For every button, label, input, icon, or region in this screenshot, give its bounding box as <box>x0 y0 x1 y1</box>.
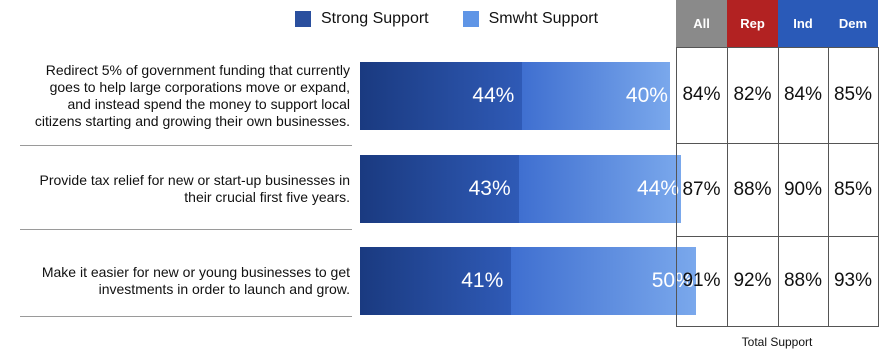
bar-strong: 43% <box>360 155 519 223</box>
legend-swatch-strong <box>295 11 311 27</box>
table-cell: 82% <box>733 84 772 105</box>
category-label: Provide tax relief for new or start-up b… <box>0 172 350 206</box>
row-divider <box>20 316 352 317</box>
row-divider <box>20 229 352 230</box>
bar-smwht: 40% <box>522 62 670 130</box>
legend-swatch-smwht <box>462 11 479 27</box>
table-cell: 84% <box>783 84 823 105</box>
bar-label-strong: 41% <box>461 269 504 292</box>
row-divider <box>20 145 352 146</box>
table-cell: 85% <box>833 84 873 105</box>
table-cell: 88% <box>783 270 823 291</box>
category-label-line: and instead spend the money to support l… <box>67 96 350 112</box>
table-header-all: All <box>676 0 727 47</box>
table-cell: 91% <box>682 270 721 291</box>
category-label-line: Make it easier for new or young business… <box>41 264 350 280</box>
table-cell: 88% <box>733 178 772 200</box>
table-gridline <box>778 47 779 326</box>
table-gridline <box>676 326 879 327</box>
table-gridline <box>878 47 879 326</box>
bar-label-smwht: 44% <box>636 177 680 200</box>
category-label: Redirect 5% of government funding that c… <box>0 62 350 130</box>
table-gridline <box>676 47 879 48</box>
category-label: Make it easier for new or young business… <box>0 264 350 298</box>
bar-label-smwht: 40% <box>625 84 668 107</box>
table-header-ind: Ind <box>778 0 828 47</box>
bar-smwht: 50% <box>511 247 696 315</box>
table-cell: 93% <box>833 270 873 291</box>
category-label-line: their crucial first five years. <box>184 189 350 205</box>
bar-strong: 44% <box>360 62 523 130</box>
bar-label-strong: 43% <box>468 177 511 200</box>
table-cell: 90% <box>783 178 823 200</box>
bar-smwht: 44% <box>518 155 682 223</box>
legend-label-strong: Strong Support <box>321 10 429 27</box>
legend-item-smwht: Smwht Support <box>462 10 599 28</box>
table-gridline <box>676 236 879 237</box>
category-label-line: investments in order to launch and grow. <box>98 281 350 297</box>
table-header-dem: Dem <box>828 0 878 47</box>
table-gridline <box>828 47 829 326</box>
category-label-line: goes to help large corporations move or … <box>49 79 350 95</box>
table-caption: Total Support <box>741 335 813 349</box>
legend-label-smwht: Smwht Support <box>488 10 599 27</box>
table-gridline <box>676 143 879 144</box>
table-cell: 92% <box>733 270 772 291</box>
bar-label-strong: 44% <box>472 84 515 107</box>
category-label-line: citizens starting and growing their own … <box>34 113 350 129</box>
table-gridline <box>676 47 677 326</box>
bar-strong: 41% <box>360 247 512 315</box>
legend: Strong Support Smwht Support <box>295 10 632 28</box>
table-cell: 87% <box>682 178 721 200</box>
legend-item-strong: Strong Support <box>295 10 429 28</box>
category-label-line: Provide tax relief for new or start-up b… <box>39 172 350 188</box>
category-label-line: Redirect 5% of government funding that c… <box>45 62 350 78</box>
table-cell: 85% <box>833 178 873 200</box>
bar-label-smwht: 50% <box>651 269 694 292</box>
table-gridline <box>727 47 728 326</box>
table-cell: 84% <box>682 84 721 105</box>
table-header-rep: Rep <box>727 0 778 47</box>
